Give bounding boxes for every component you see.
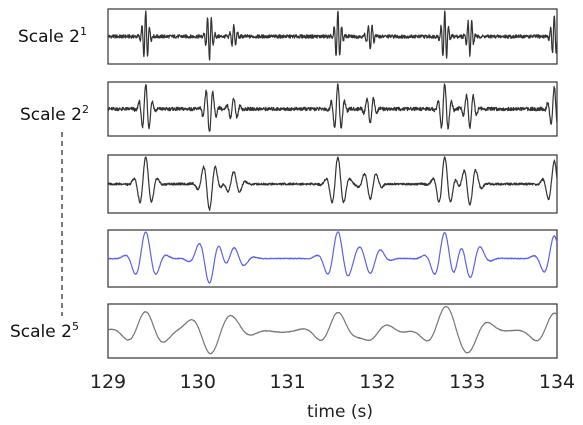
scale-label-5-base: Scale 2 [10, 322, 72, 342]
scale-label-1-base: Scale 2 [18, 27, 80, 47]
scale-label-2-exponent: 2 [82, 103, 89, 116]
x-tick-label-129: 129 [90, 371, 126, 393]
series-trace-4 [107, 231, 558, 284]
scale-label-2: Scale 22 [20, 103, 89, 125]
panel-4 [107, 229, 558, 288]
scale-label-2-base: Scale 2 [20, 105, 82, 125]
panel-2-frame [107, 81, 558, 137]
scale-label-5-exponent: 5 [72, 320, 79, 333]
panel-1 [107, 8, 558, 65]
series-trace-3 [107, 156, 558, 211]
x-tick-label-131: 131 [269, 371, 305, 393]
series-trace-1 [107, 10, 558, 61]
panels [107, 8, 558, 359]
panel-2 [107, 81, 558, 137]
x-tick-label-130: 130 [180, 371, 216, 393]
panel-5-frame [107, 303, 558, 359]
scale-label-5: Scale 25 [10, 320, 79, 342]
x-axis-title: time (s) [307, 402, 373, 422]
series-trace-2 [107, 83, 558, 132]
scale-label-1-exponent: 1 [80, 25, 87, 38]
x-tick-label-133: 133 [449, 371, 485, 393]
scale-label-1: Scale 21 [18, 25, 87, 47]
x-tick-label-132: 132 [359, 371, 395, 393]
panel-3 [107, 154, 558, 214]
x-tick-label-134: 134 [539, 371, 575, 393]
x-tick-labels: 129 130 131 132 133 134 [90, 371, 575, 393]
series-trace-5 [107, 305, 558, 355]
panel-5 [107, 303, 558, 359]
